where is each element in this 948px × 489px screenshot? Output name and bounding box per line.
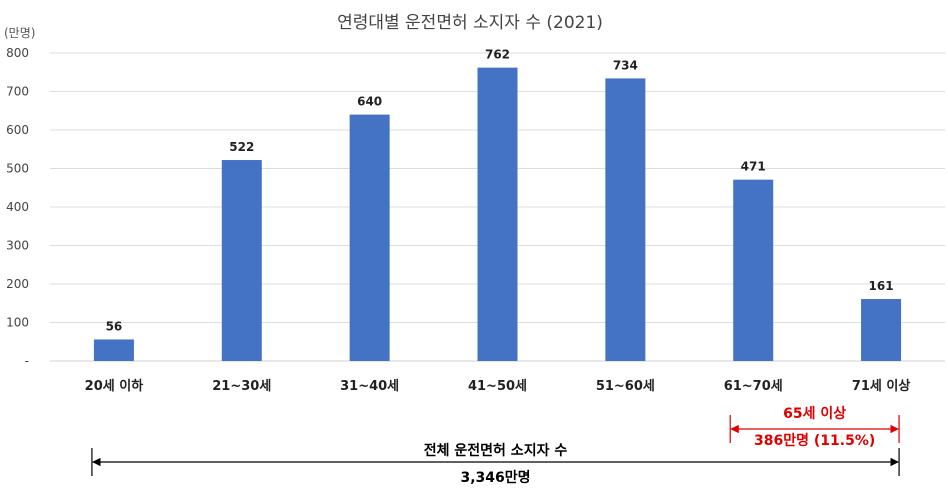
y-tick-label: 400 [6, 200, 29, 214]
y-tick-label: 500 [6, 162, 29, 176]
bar [733, 179, 774, 361]
y-tick-label: 800 [6, 46, 29, 60]
total-label-top: 전체 운전면허 소지자 수 [424, 442, 568, 459]
data-label: 640 [357, 95, 382, 109]
bar [349, 114, 390, 361]
senior-label-top: 65세 이상 [783, 405, 846, 422]
data-label: 56 [106, 319, 123, 333]
annotations: 전체 운전면허 소지자 수 3,346만명 65세 이상 386만명 (11.5%) [91, 405, 900, 486]
data-label: 471 [741, 160, 766, 174]
senior-annotation: 65세 이상 386만명 (11.5%) [729, 405, 900, 449]
x-tick-label: 61~70세 [724, 379, 783, 394]
data-label: 161 [869, 279, 894, 293]
total-annotation: 전체 운전면허 소지자 수 3,346만명 [91, 442, 900, 486]
y-tick-label: 100 [6, 316, 29, 330]
x-tick-label: 21~30세 [212, 379, 271, 394]
x-tick-label: 51~60세 [596, 379, 655, 394]
data-labels: 56 522 640 762 734 471 161 [106, 48, 894, 334]
bars [93, 67, 902, 361]
y-tick-label: 700 [6, 85, 29, 99]
data-label: 762 [485, 48, 510, 62]
bar [93, 339, 134, 361]
data-label: 734 [613, 58, 638, 72]
y-tick-label: 200 [6, 277, 29, 291]
y-tick-label: - [25, 354, 29, 368]
bar [477, 67, 518, 361]
chart-title: 연령대별 운전면허 소지자 수 (2021) [337, 13, 603, 33]
x-tick-label: 31~40세 [340, 379, 399, 394]
bar [605, 78, 646, 361]
x-tick-label: 41~50세 [468, 379, 527, 394]
y-axis-ticks: - 100 200 300 400 500 600 700 800 [6, 46, 29, 368]
total-label-bottom: 3,346만명 [460, 469, 530, 486]
x-tick-label: 20세 이하 [85, 378, 144, 394]
y-tick-label: 300 [6, 239, 29, 253]
bar [221, 160, 262, 361]
y-axis-unit-label: (만명) [4, 26, 35, 40]
x-tick-label: 71세 이상 [852, 378, 911, 394]
x-axis-ticks: 20세 이하 21~30세 31~40세 41~50세 51~60세 61~70세 71세 … [85, 378, 911, 394]
bar [861, 299, 902, 361]
y-tick-label: 600 [6, 123, 29, 137]
senior-label-bottom: 386만명 (11.5%) [754, 432, 875, 449]
data-label: 522 [229, 140, 254, 154]
